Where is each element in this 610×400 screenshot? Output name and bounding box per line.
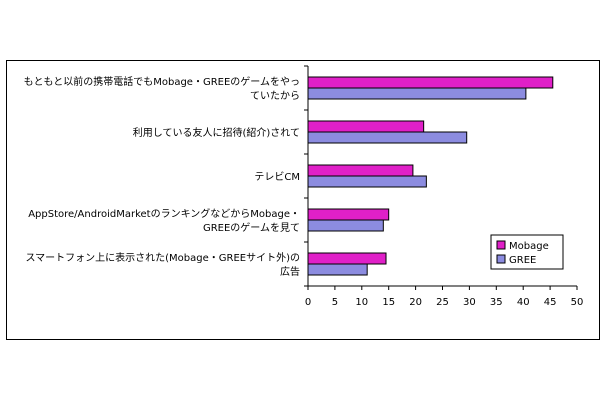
category-label: 利用している友人に招待(紹介)されて (133, 126, 300, 139)
x-tick-label: 25 (436, 297, 449, 308)
category-label: GREEのゲームを見て (203, 222, 300, 234)
bar-gree-2 (307, 175, 427, 188)
x-tick-label: 20 (409, 297, 422, 308)
x-tick-label: 0 (305, 297, 311, 308)
category-label: 広告 (280, 265, 300, 278)
legend-label-gree: GREE (509, 255, 536, 266)
category-label: テレビCM (254, 171, 300, 183)
category-label: ていたから (250, 90, 300, 102)
bar-mobage-0 (307, 76, 554, 89)
category-label: もともと以前の携帯電話でもMobage・GREEのゲームをやっ (24, 75, 300, 88)
bar-gree-1 (307, 131, 468, 144)
legend-swatch-gree (496, 254, 506, 264)
bar-gree-3 (307, 219, 384, 232)
bar-gree-0 (307, 87, 527, 100)
x-tick-label: 30 (463, 297, 476, 308)
x-tick-label: 10 (355, 297, 368, 308)
legend-label-mobage: Mobage (509, 241, 549, 252)
x-tick-label: 35 (490, 297, 503, 308)
chart-frame: もともと以前の携帯電話でもMobage・GREEのゲームをやっていたから利用して… (6, 60, 600, 340)
category-label: スマートフォン上に表示された(Mobage・GREEサイト外)の (25, 251, 300, 264)
x-tick-label: 50 (571, 297, 584, 308)
bar-mobage-3 (307, 208, 390, 221)
x-tick-label: 5 (332, 297, 338, 308)
bar-mobage-1 (307, 120, 425, 133)
bar-mobage-2 (307, 164, 414, 177)
x-tick-label: 15 (382, 297, 395, 308)
bar-mobage-4 (307, 252, 387, 265)
legend-swatch-mobage (496, 240, 506, 250)
bar-chart: もともと以前の携帯電話でもMobage・GREEのゲームをやっていたから利用して… (24, 65, 584, 308)
bar-gree-4 (307, 263, 368, 276)
x-tick-label: 40 (517, 297, 530, 308)
category-label: AppStore/AndroidMarketのランキングなどからMobage・ (28, 207, 300, 220)
x-tick-label: 45 (544, 297, 557, 308)
